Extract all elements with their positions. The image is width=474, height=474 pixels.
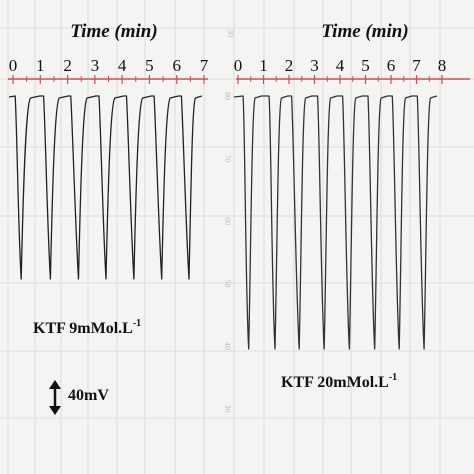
right-y-tick-labels: 80 70 60 50 40 30 bbox=[223, 92, 232, 412]
left-x-axis-title: Time (min) bbox=[70, 21, 157, 42]
right-x-axis-title: Time (min) bbox=[321, 21, 408, 42]
chart1-ytick-label-3: 50 bbox=[223, 279, 232, 287]
chart1-xtick-label-7: 7 bbox=[412, 56, 421, 75]
chart1-xtick-label-2: 2 bbox=[285, 56, 294, 75]
chart0-xtick-label-5: 5 bbox=[145, 56, 154, 75]
chart0-xtick-label-2: 2 bbox=[63, 56, 72, 75]
scale-bar-arrow-down bbox=[49, 406, 61, 415]
chart0-xtick-label-7: 7 bbox=[200, 56, 209, 75]
right-top-y-value: 30 bbox=[226, 29, 235, 37]
chart1-xtick-label-1: 1 bbox=[259, 56, 268, 75]
chart1-ytick-label-1: 70 bbox=[223, 154, 232, 162]
chart1-xtick-label-6: 6 bbox=[387, 56, 396, 75]
scale-bar: 40mV bbox=[49, 380, 109, 415]
left-annotation: KTF 9mMol.L-1 bbox=[33, 318, 141, 337]
chart0-xtick-label-3: 3 bbox=[91, 56, 100, 75]
chart1-xtick-label-4: 4 bbox=[336, 56, 345, 75]
right-annotation-main: KTF 20mMol.L bbox=[281, 374, 389, 391]
chart1-xtick-label-3: 3 bbox=[310, 56, 319, 75]
chart0-xtick-label-0: 0 bbox=[9, 56, 18, 75]
chart1-ytick-label-0: 80 bbox=[223, 92, 232, 100]
chart1-xtick-label-8: 8 bbox=[438, 56, 447, 75]
chart1-ytick-label-2: 60 bbox=[223, 217, 232, 225]
chart0-xtick-label-6: 6 bbox=[172, 56, 181, 75]
chart1-xtick-label-0: 0 bbox=[234, 56, 243, 75]
left-annotation-superscript: -1 bbox=[133, 318, 141, 329]
scale-bar-arrow-up bbox=[49, 380, 61, 389]
chart0-trace-line bbox=[8, 95, 202, 280]
right-annotation: KTF 20mMol.L-1 bbox=[281, 372, 397, 391]
chart0-xtick-label-4: 4 bbox=[118, 56, 127, 75]
chart1-xtick-label-5: 5 bbox=[361, 56, 370, 75]
chart0-xtick-label-1: 1 bbox=[36, 56, 45, 75]
chart1-ytick-label-4: 40 bbox=[223, 342, 232, 350]
chart1-ytick-label-5: 30 bbox=[223, 404, 232, 412]
scale-bar-label: 40mV bbox=[68, 387, 109, 404]
trace-layer bbox=[8, 95, 438, 350]
chart1-trace-line bbox=[233, 95, 438, 350]
left-annotation-main: KTF 9mMol.L bbox=[33, 320, 133, 337]
right-annotation-superscript: -1 bbox=[389, 372, 397, 383]
